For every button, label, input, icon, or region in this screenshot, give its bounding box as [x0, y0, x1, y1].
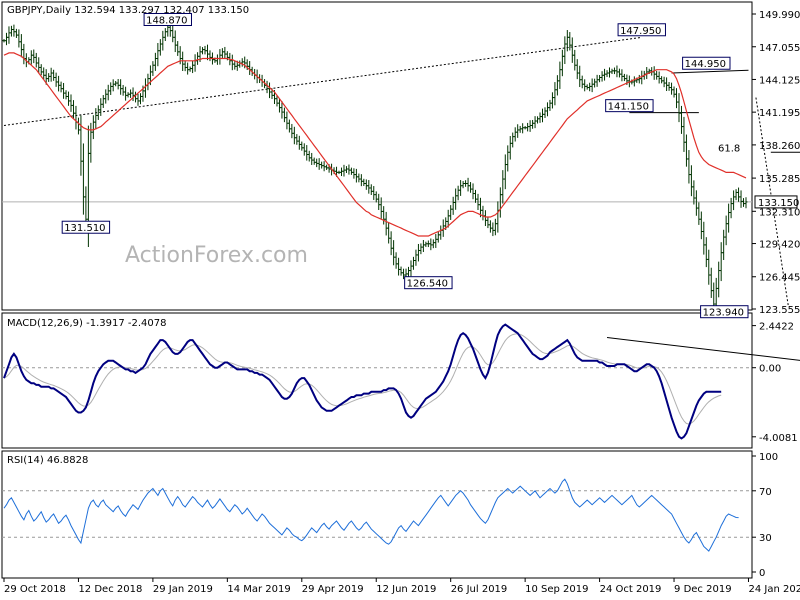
- x-tick-label: 12 Dec 2018: [78, 584, 142, 595]
- trendline: [671, 69, 749, 74]
- macd-y-tick-label: 2.4422: [759, 322, 794, 333]
- price-y-tick-label: 129.420: [759, 240, 800, 251]
- price-annotation-box: [61, 220, 111, 234]
- trendline: [3, 36, 642, 126]
- rsi-line: [3, 478, 739, 552]
- fib-level-label: 61.8: [718, 143, 740, 154]
- macd-y-tick-label: 0.00: [759, 364, 781, 375]
- x-tick-label: 29 Jan 2019: [153, 584, 213, 595]
- ohlc-values: 132.594 133.297 132.407 133.150: [74, 5, 249, 16]
- rsi-y-tick-label: 70: [759, 487, 772, 498]
- x-tick-label: 14 Mar 2019: [227, 584, 290, 595]
- x-tick-label: 9 Dec 2019: [674, 584, 732, 595]
- price-y-tick-label: 123.555: [759, 305, 800, 316]
- current-price-box: [754, 195, 798, 209]
- rsi-panel-frame: [1, 450, 753, 579]
- price-annotation: 126.540: [407, 279, 448, 290]
- price-y-tick-label: 135.285: [759, 174, 800, 185]
- price-annotation-box: [617, 23, 666, 37]
- current-price-label: 133.150: [758, 198, 799, 209]
- rsi-y-tick-label: 0: [759, 568, 765, 579]
- rsi-panel: 100 70 30 0: [2, 452, 778, 579]
- price-annotation-box: [700, 305, 749, 319]
- price-annotation-box: [404, 276, 453, 290]
- x-tick-label: 29 Apr 2019: [302, 584, 364, 595]
- rsi-y-tick-label: 100: [759, 452, 778, 463]
- price-annotation: 131.510: [64, 223, 105, 234]
- price-annotation: 141.150: [608, 102, 649, 113]
- macd-y-tick-label: -4.0081: [759, 433, 798, 444]
- price-annotation-box: [605, 99, 654, 113]
- price-y-tick-label: 149.990: [759, 10, 800, 21]
- macd-line: [3, 323, 722, 440]
- symbol: GBPJPY: [7, 5, 43, 16]
- timeframe: Daily: [46, 5, 71, 16]
- x-tick-label: 24 Oct 2019: [600, 584, 662, 595]
- rsi-title: RSI(14) 46.8828: [7, 455, 88, 466]
- price-y-tick-label: 147.055: [759, 43, 800, 54]
- watermark: ActionForex.com: [125, 243, 308, 268]
- x-tick-label: 29 Oct 2018: [4, 584, 66, 595]
- price-panel-frame: [1, 1, 753, 311]
- price-y-tick-label: 132.310: [759, 207, 800, 218]
- price-title: GBPJPY,Daily 132.594 133.297 132.407 133…: [7, 5, 249, 16]
- price-y-tick-label: 144.125: [759, 75, 800, 86]
- price-annotation: 144.950: [685, 59, 726, 70]
- moving-average-line: [3, 52, 747, 237]
- macd-panel: 2.4422 0.00 -4.0081: [2, 322, 800, 444]
- price-annotation: 147.950: [620, 26, 661, 37]
- x-tick-label: 12 Jun 2019: [376, 584, 436, 595]
- x-tick-label: 10 Sep 2019: [525, 584, 588, 595]
- price-y-tick-label: 141.195: [759, 108, 800, 119]
- price-annotation: 148.870: [146, 15, 187, 26]
- price-bar: [744, 197, 748, 209]
- price-annotation-box: [682, 56, 731, 70]
- price-annotation: 123.940: [703, 308, 744, 319]
- price-panel: 149.990 147.055 144.125 141.195 138.260 135.2…: [2, 10, 800, 319]
- price-y-tick-label: 126.445: [759, 273, 800, 284]
- macd-panel-frame: [1, 312, 753, 449]
- x-tick-label: 26 Jul 2019: [451, 584, 508, 595]
- price-y-tick-label: 138.260: [759, 141, 800, 152]
- x-axis: 29 Oct 2018 12 Dec 2018 29 Jan 2019 14 Mar …: [3, 578, 800, 595]
- macd-title: MACD(12,26,9) -1.3917 -2.4078: [7, 318, 167, 329]
- price-annotation-box: [143, 12, 192, 26]
- x-tick-label: 24 Jan 2020: [748, 584, 800, 595]
- rsi-y-tick-label: 30: [759, 533, 772, 544]
- macd-trendline: [606, 337, 800, 361]
